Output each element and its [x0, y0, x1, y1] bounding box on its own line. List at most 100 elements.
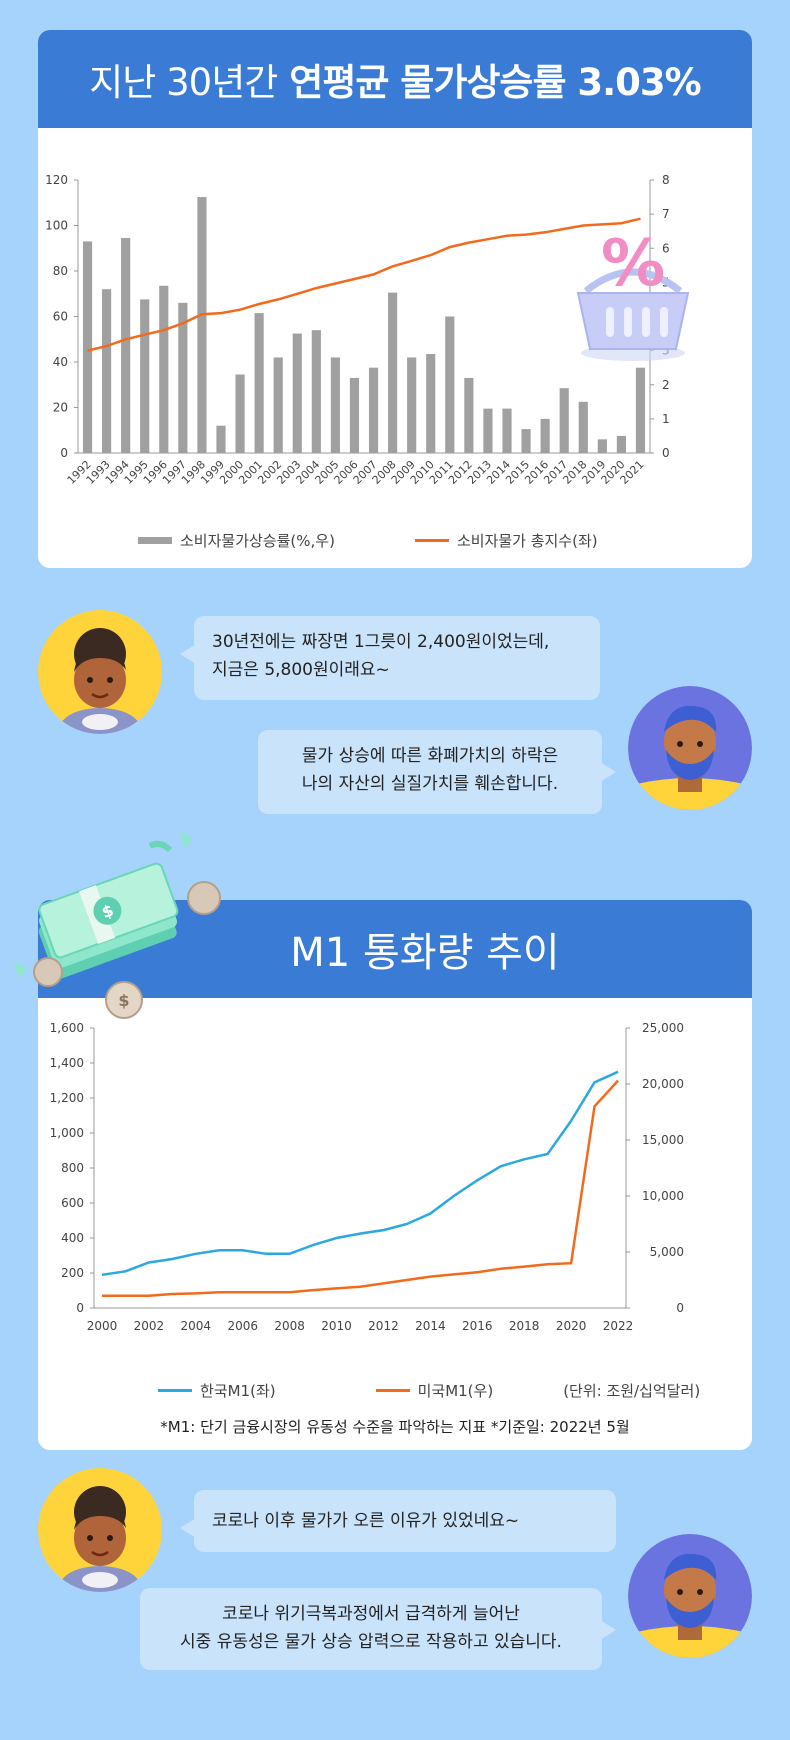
speech-bubble-answer-1: 물가 상승에 따른 화폐가치의 하락은 나의 자산의 실질가치를 훼손합니다.	[258, 730, 616, 814]
cpi-card: 지난 30년간 연평균 물가상승률 3.03% 0 20 40 60 80 100 120 0…	[38, 30, 752, 568]
left-tick-label: 1,400	[50, 1056, 84, 1070]
x-tick-label: 2022	[603, 1319, 634, 1333]
left-tick-label: 80	[53, 264, 68, 278]
bubble-text: 코로나 이후 물가가 오른 이유가 있었네요~	[212, 1511, 520, 1531]
cpi-title-light: 지난 30년간	[89, 61, 278, 104]
right-tick-label: 15,000	[642, 1133, 684, 1147]
legend-bar-label: 소비자물가상승률(%,우)	[180, 532, 335, 550]
kr-m1-line	[101, 1070, 619, 1277]
m1-footnote: *M1: 단기 금융시장의 유동성 수준을 파악하는 지표 *기준일: 2022…	[160, 1418, 630, 1436]
cpi-bar	[388, 292, 398, 453]
cpi-card-header: 지난 30년간 연평균 물가상승률 3.03%	[38, 30, 752, 128]
bubble-text: 물가 상승에 따른 화폐가치의 하락은	[301, 746, 559, 766]
legend-bar-swatch	[138, 537, 172, 544]
cpi-bar	[197, 197, 207, 453]
legend-kr-label: 한국M1(좌)	[200, 1382, 276, 1400]
right-tick-label: 1	[662, 412, 670, 426]
left-tick-label: 0	[60, 446, 68, 460]
cpi-index-line	[87, 217, 641, 352]
cpi-bar	[368, 367, 379, 453]
cpi-bar	[140, 299, 150, 453]
cpi-bar	[159, 285, 169, 453]
right-tick-label: 20,000	[642, 1077, 684, 1091]
right-tick-label: 0	[662, 446, 670, 460]
cpi-bar	[578, 401, 588, 453]
bubble-text: 시중 유동성은 물가 상승 압력으로 작용하고 있습니다.	[180, 1632, 562, 1652]
bubble-text: 코로나 위기극복과정에서 급격하게 늘어난	[222, 1604, 520, 1624]
man-avatar-icon	[628, 686, 752, 810]
speech-bubble-question-1: 30년전에는 짜장면 1그릇이 2,400원이었는데, 지금은 5,800원이래…	[180, 616, 600, 700]
cpi-bar	[235, 374, 245, 453]
x-tick-label: 2018	[509, 1319, 540, 1333]
man-avatar-icon	[628, 1534, 752, 1658]
cpi-bar	[349, 377, 360, 453]
bubble-text: 30년전에는 짜장면 1그릇이 2,400원이었는데,	[212, 632, 550, 652]
right-tick-label: 8	[662, 173, 670, 187]
right-tick-label: 5,000	[650, 1245, 684, 1259]
left-tick-label: 100	[45, 219, 68, 233]
speech-bubble-answer-2: 코로나 위기극복과정에서 급격하게 늘어난 시중 유동성은 물가 상승 압력으로…	[140, 1588, 616, 1670]
girl-avatar-icon	[38, 610, 162, 734]
cpi-bar	[121, 238, 131, 453]
cpi-bar	[540, 418, 550, 453]
cpi-legend: 소비자물가상승률(%,우) 소비자물가 총지수(좌)	[138, 530, 598, 551]
percent-basket-icon: %	[576, 227, 690, 361]
left-tick-label: 1,000	[50, 1126, 84, 1140]
m1-card: M1 통화량 추이 0 200 400 600 800 1,000 1,200 1,400 1,…	[38, 900, 752, 1450]
x-tick-label: 2008	[274, 1319, 305, 1333]
left-tick-label: 120	[45, 173, 68, 187]
cpi-chart: 0204060801001200123456781992199319941995…	[45, 173, 690, 487]
us-m1-line	[102, 1079, 619, 1297]
cpi-bar	[254, 313, 264, 453]
cpi-bar	[616, 435, 626, 453]
x-tick-label: 2010	[321, 1319, 352, 1333]
right-tick-label: 0	[676, 1301, 684, 1315]
left-tick-label: 600	[61, 1196, 84, 1210]
x-tick-label: 2016	[462, 1319, 493, 1333]
cpi-bar	[82, 241, 93, 453]
legend-kr-swatch	[158, 1389, 192, 1392]
cpi-bar	[483, 408, 493, 453]
cpi-bar	[502, 408, 512, 453]
cpi-title-bold: 연평균 물가상승률 3.03%	[289, 61, 701, 104]
left-tick-label: 400	[61, 1231, 84, 1245]
x-tick-label: 2000	[87, 1319, 118, 1333]
bubble-text: 나의 자산의 실질가치를 훼손합니다.	[301, 774, 559, 794]
left-tick-label: 1,200	[50, 1091, 84, 1105]
cpi-bar	[426, 354, 436, 453]
svg-text:$: $	[118, 991, 129, 1010]
cpi-bar	[407, 357, 417, 453]
cpi-bar	[597, 439, 607, 453]
x-tick-label: 2004	[181, 1319, 212, 1333]
legend-line-swatch	[414, 539, 449, 542]
girl-avatar-icon	[38, 1468, 162, 1592]
m1-chart: 0 200 400 600 800 1,000 1,200 1,400 1,600 0 5,000 1…	[50, 1021, 684, 1333]
left-tick-label: 1,600	[50, 1021, 84, 1035]
right-tick-label: 2	[662, 378, 670, 392]
x-tick-label: 2012	[368, 1319, 399, 1333]
legend-unit-label: (단위: 조원/십억달러)	[563, 1382, 701, 1400]
cpi-bar	[635, 367, 646, 453]
cpi-bar	[102, 289, 112, 453]
avatar-man	[628, 686, 752, 810]
cpi-bar	[330, 357, 340, 453]
x-tick-label: 2006	[227, 1319, 258, 1333]
x-tick-label: 2014	[415, 1319, 446, 1333]
right-tick-label: 7	[662, 207, 670, 221]
right-tick-label: 10,000	[642, 1189, 684, 1203]
cpi-bar	[292, 333, 302, 453]
speech-bubble-question-2: 코로나 이후 물가가 오른 이유가 있었네요~	[180, 1490, 616, 1552]
left-tick-label: 20	[53, 401, 68, 415]
bubble-text: 지금은 5,800원이래요~	[212, 660, 390, 680]
left-tick-label: 60	[53, 310, 68, 324]
legend-us-swatch	[375, 1389, 410, 1392]
left-tick-label: 800	[61, 1161, 84, 1175]
avatar-girl	[38, 1468, 162, 1592]
legend-us-label: 미국M1(우)	[417, 1382, 494, 1400]
cpi-bar	[521, 429, 531, 453]
avatar-man	[628, 1534, 752, 1658]
avatar-girl	[38, 610, 162, 734]
cpi-bar	[464, 377, 474, 453]
m1-legend: 한국M1(좌) 미국M1(우) (단위: 조원/십억달러)	[158, 1380, 700, 1401]
cpi-bar	[216, 425, 226, 453]
